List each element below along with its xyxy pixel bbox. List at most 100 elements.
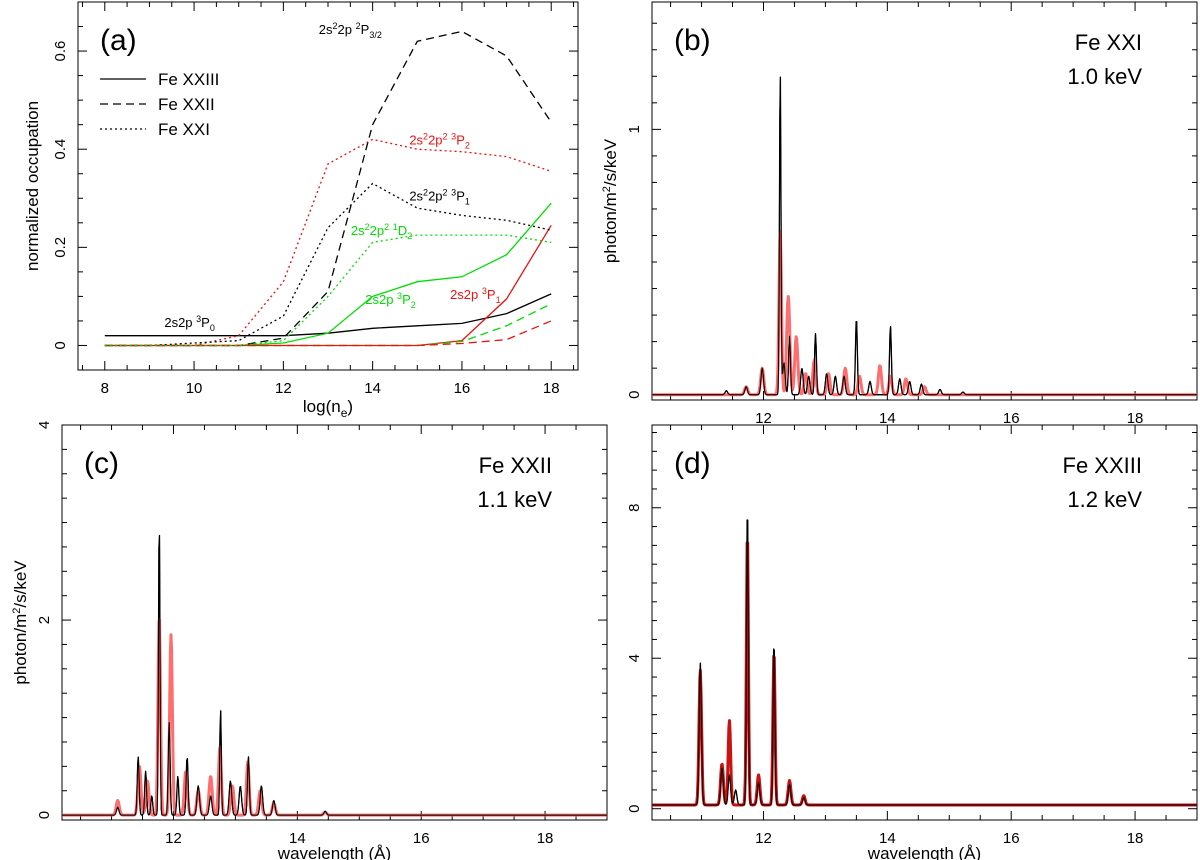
annotation-part: 3: [397, 291, 402, 301]
y-tick-label: 0.2: [52, 237, 69, 258]
y-tick-label: 0: [626, 805, 643, 813]
y-tick-label: 1: [626, 125, 643, 133]
spectrum-data: [652, 230, 1197, 397]
annotation-part: 3: [482, 286, 487, 296]
annotation-part: 2s2p: [450, 287, 482, 302]
annotation-part: 2s: [409, 189, 423, 204]
series-line-6: [104, 138, 552, 347]
x-tick-label: 8: [101, 380, 109, 397]
annotation-part: 2s2p: [365, 292, 397, 307]
annotation-part: 2: [365, 222, 370, 232]
annotation-part: P: [402, 292, 411, 307]
y-axis-label-tail: /s/keV: [601, 138, 620, 186]
panel-title-line: 1.2 keV: [1067, 487, 1142, 512]
spectrum-model-overlay: [62, 535, 607, 816]
annotation-part: 3: [196, 314, 201, 324]
y-axis-label-sup: 2: [11, 608, 23, 614]
annotation-part: 2: [443, 188, 448, 198]
spectrum-model: [652, 76, 1197, 396]
annotation-part: 3/2: [369, 30, 382, 40]
panel-title-line: Fe XXI: [1075, 30, 1142, 55]
x-axis-label-sub: e: [341, 406, 348, 420]
y-tick-label: 4: [626, 654, 643, 662]
plot-area: [652, 76, 1197, 397]
panel-title-line: 1.1 keV: [477, 487, 552, 512]
annotation-part: 2: [411, 300, 416, 310]
annotation-part: 2: [384, 222, 389, 232]
y-tick-label: 0.4: [52, 139, 69, 160]
plot-area: [62, 534, 607, 817]
annotation-part: 2s: [319, 22, 333, 37]
annotation-part: P: [487, 287, 496, 302]
y-tick-label: 2: [36, 616, 53, 624]
annotation-part: P: [361, 22, 370, 37]
annotation-part: 2p: [338, 22, 356, 37]
annotation-part: P: [201, 315, 210, 330]
x-tick-label: 16: [454, 380, 471, 397]
annotation-l4: 2s22p 2P3/2: [319, 21, 382, 40]
annotation-part: 2s: [351, 223, 365, 238]
annotation-l6: 2s22p2 3P1: [409, 188, 470, 207]
plot-frame: [651, 1, 1198, 401]
annotation-part: 1: [496, 295, 501, 305]
panel-b: 12 14 16 18 0 1 (b) Fe XXI 1.0 keV photon/m2/s/ke…: [601, 1, 1198, 427]
y-axis-label: photon/m2/s/keV: [601, 138, 620, 263]
annotation-part: P: [456, 132, 465, 147]
spectrum-data: [652, 541, 1197, 807]
x-axis-label-main: log(n: [303, 397, 341, 416]
x-tick-label: 12: [755, 410, 772, 427]
annotation-l1: 2s2p 3P0: [164, 314, 215, 333]
x-tick-label: 16: [413, 830, 430, 847]
panel-c: 12 14 16 18 0 2 4 (c) Fe XXII 1.1 keV wavelength (…: [11, 421, 608, 860]
panel-title-line: 1.0 keV: [1067, 64, 1142, 89]
annotation-part: 2: [423, 131, 428, 141]
panel-title-line: Fe XXII: [479, 453, 552, 478]
annotation-part: 3: [451, 188, 456, 198]
annotation-part: 2: [423, 188, 428, 198]
annotation-part: 2: [443, 131, 448, 141]
annotation-part: 2: [407, 231, 412, 241]
series-line-5: [104, 320, 552, 347]
annotation-part: 2s: [409, 132, 423, 147]
annotation-part: 0: [210, 323, 215, 333]
y-axis-label-main: photon/m: [601, 192, 620, 263]
y-axis-label: normalized occupation: [23, 101, 42, 271]
x-axis-label: log(ne): [303, 397, 353, 420]
annotation-part: 1: [393, 222, 398, 232]
annotation-part: 1: [465, 197, 470, 207]
annotation-part: 2p: [428, 132, 442, 147]
x-tick-label: 18: [1127, 410, 1144, 427]
y-axis-label-sup: 2: [601, 186, 613, 192]
x-tick-label: 18: [537, 830, 554, 847]
y-axis-label-main: photon/m: [11, 614, 30, 685]
spectrum-model: [652, 519, 1197, 806]
x-tick-label: 16: [1003, 410, 1020, 427]
x-tick-label: 12: [755, 830, 772, 847]
y-tick-label: 0: [626, 391, 643, 399]
y-axis-label-tail: /s/keV: [11, 560, 30, 608]
plot-frame: [651, 424, 1198, 821]
legend-label-1: Fe XXII: [158, 95, 215, 114]
annotation-part: P: [456, 189, 465, 204]
x-tick-label: 14: [879, 830, 896, 847]
panel-label: (d): [674, 447, 711, 480]
series-line-8: [104, 234, 552, 347]
y-tick-label: 8: [626, 504, 643, 512]
x-tick-label: 16: [1003, 830, 1020, 847]
y-axis-label: photon/m2/s/keV: [11, 560, 30, 685]
x-tick-label: 10: [186, 380, 203, 397]
annotation-l5: 2s22p2 3P2: [409, 131, 470, 150]
annotation-part: 3: [451, 131, 456, 141]
x-tick-label: 12: [165, 830, 182, 847]
annotation-part: 2p: [370, 223, 384, 238]
annotation-part: 2p: [428, 189, 442, 204]
panel-label: (b): [674, 24, 711, 57]
panel-d: 12 14 16 18 0 4 8 (d) Fe XXIII 1.2 keV wavelength …: [626, 424, 1198, 860]
y-tick-label: 0: [52, 341, 69, 349]
spectrum-model-overlay: [652, 519, 1197, 806]
y-tick-label: 0.6: [52, 41, 69, 62]
spectrum-model: [62, 534, 607, 816]
x-axis-label-close: ): [347, 397, 353, 416]
